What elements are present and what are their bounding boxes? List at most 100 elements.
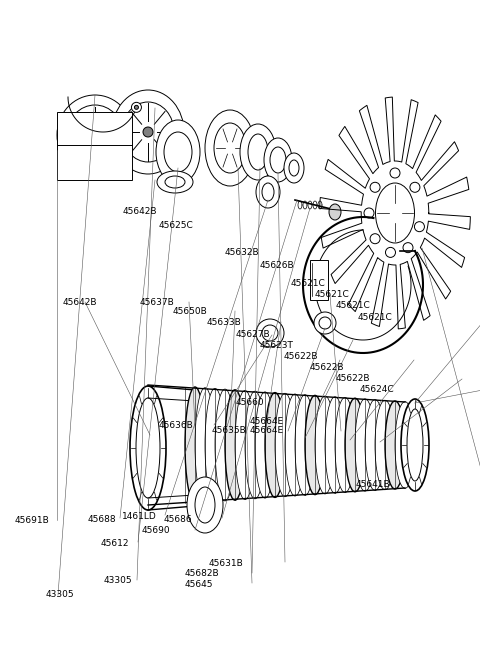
Polygon shape: [320, 97, 470, 329]
Circle shape: [364, 208, 374, 218]
Ellipse shape: [245, 391, 265, 499]
Circle shape: [385, 248, 396, 257]
Ellipse shape: [256, 176, 280, 208]
Text: 45631B: 45631B: [209, 559, 243, 568]
Text: 45622B: 45622B: [283, 352, 318, 361]
Circle shape: [132, 102, 142, 113]
Text: 45645: 45645: [185, 580, 213, 589]
Text: 45688: 45688: [88, 515, 117, 524]
Ellipse shape: [164, 132, 192, 172]
Ellipse shape: [185, 387, 205, 503]
Ellipse shape: [284, 153, 304, 183]
Ellipse shape: [156, 120, 200, 184]
Ellipse shape: [345, 398, 365, 492]
Bar: [57, 112, 132, 180]
Text: 45686: 45686: [163, 515, 192, 524]
Text: 45621C: 45621C: [290, 279, 325, 288]
Ellipse shape: [270, 147, 286, 173]
Ellipse shape: [275, 393, 295, 496]
Text: 45690: 45690: [142, 526, 170, 535]
Circle shape: [414, 221, 424, 232]
Ellipse shape: [315, 396, 335, 494]
Ellipse shape: [335, 398, 355, 493]
Text: 43305: 43305: [103, 576, 132, 586]
Ellipse shape: [285, 394, 305, 496]
Ellipse shape: [205, 110, 255, 186]
Text: 45626B: 45626B: [259, 261, 294, 271]
Text: 45621C: 45621C: [358, 312, 392, 322]
Ellipse shape: [305, 396, 325, 495]
Text: 45664E: 45664E: [250, 417, 284, 426]
Text: 45625C: 45625C: [158, 221, 193, 231]
Ellipse shape: [264, 138, 292, 182]
Ellipse shape: [375, 400, 395, 490]
Circle shape: [143, 127, 153, 137]
Circle shape: [134, 105, 138, 109]
Circle shape: [319, 317, 331, 329]
Text: 45633B: 45633B: [206, 318, 241, 328]
Ellipse shape: [136, 398, 160, 498]
Text: 45612: 45612: [101, 539, 129, 548]
Text: 45622B: 45622B: [336, 374, 371, 383]
Circle shape: [90, 130, 100, 140]
Ellipse shape: [112, 90, 184, 174]
Ellipse shape: [407, 409, 423, 481]
Text: 45641B: 45641B: [355, 480, 390, 489]
Circle shape: [390, 168, 400, 178]
Text: 45637B: 45637B: [139, 298, 174, 307]
Ellipse shape: [205, 388, 225, 502]
Text: 45621C: 45621C: [336, 301, 371, 310]
Ellipse shape: [329, 204, 341, 220]
Text: 45624C: 45624C: [360, 385, 395, 394]
Ellipse shape: [240, 124, 276, 180]
Text: 45623T: 45623T: [259, 341, 293, 350]
Text: 45691B: 45691B: [14, 516, 49, 525]
Ellipse shape: [195, 388, 215, 502]
Text: 45632B: 45632B: [225, 248, 259, 257]
Ellipse shape: [122, 102, 174, 162]
Circle shape: [314, 312, 336, 334]
Text: 45627B: 45627B: [235, 329, 270, 339]
Text: 45682B: 45682B: [185, 569, 219, 578]
Text: 45621C: 45621C: [314, 290, 349, 299]
Ellipse shape: [215, 389, 235, 501]
Ellipse shape: [235, 390, 255, 500]
Ellipse shape: [67, 105, 123, 165]
Circle shape: [403, 242, 413, 253]
Ellipse shape: [225, 390, 245, 500]
Circle shape: [256, 319, 284, 347]
Circle shape: [410, 182, 420, 193]
Ellipse shape: [214, 123, 246, 173]
Circle shape: [262, 325, 278, 341]
Ellipse shape: [375, 183, 415, 243]
Ellipse shape: [195, 487, 215, 523]
Ellipse shape: [57, 95, 133, 175]
Ellipse shape: [165, 176, 185, 188]
Ellipse shape: [265, 392, 285, 497]
Text: 45650B: 45650B: [173, 307, 207, 316]
Text: 45622B: 45622B: [310, 363, 344, 372]
Bar: [310, 260, 328, 300]
Text: 1461LD: 1461LD: [122, 512, 157, 521]
Circle shape: [370, 234, 380, 244]
Ellipse shape: [289, 160, 299, 176]
Circle shape: [370, 182, 380, 193]
Ellipse shape: [248, 134, 268, 170]
Ellipse shape: [130, 386, 166, 510]
Text: 45660: 45660: [235, 398, 264, 407]
Ellipse shape: [295, 395, 315, 495]
Ellipse shape: [401, 399, 429, 491]
Ellipse shape: [365, 400, 385, 491]
Ellipse shape: [187, 477, 223, 533]
Text: 43305: 43305: [46, 590, 74, 599]
Text: 45636B: 45636B: [158, 421, 193, 430]
Text: 45664E: 45664E: [250, 426, 284, 436]
Ellipse shape: [325, 397, 345, 493]
Text: 45635B: 45635B: [211, 426, 246, 436]
Text: 45642B: 45642B: [62, 298, 97, 307]
Ellipse shape: [385, 401, 405, 489]
Ellipse shape: [355, 399, 375, 491]
Ellipse shape: [157, 171, 193, 193]
Ellipse shape: [255, 392, 275, 498]
Text: 45642B: 45642B: [122, 207, 157, 216]
